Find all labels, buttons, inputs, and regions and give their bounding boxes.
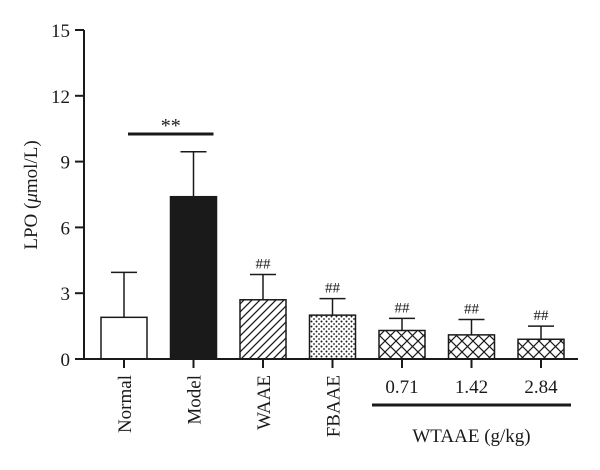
bar-normal	[100, 316, 148, 360]
y-tick-label: 9	[61, 153, 71, 174]
y-axis-label-prefix: LPO (	[21, 203, 42, 250]
group-label: WTAAE (g/kg)	[412, 426, 530, 447]
significance-hash: ##	[325, 281, 341, 297]
x-tick-label: Normal	[115, 375, 136, 433]
significance-marker: **	[128, 115, 214, 137]
dose-label: 1.42	[455, 377, 488, 398]
y-tick-label: 0	[61, 350, 71, 371]
significance-hash: ##	[464, 302, 480, 318]
significance-hash: ##	[395, 300, 411, 316]
significance-hash: ##	[534, 308, 550, 324]
significance-label: **	[161, 115, 181, 137]
dose-label: 0.71	[385, 377, 418, 398]
annotations: ## ## ## ## ##	[256, 257, 550, 325]
bar-waae	[239, 299, 287, 360]
y-axis-label-mu: μ	[21, 193, 42, 204]
bars	[100, 150, 565, 360]
y-tick-label: 3	[61, 284, 71, 305]
y-axis-label: LPO (μmol/L)	[21, 140, 42, 249]
bar-0-71	[378, 329, 426, 360]
bar-model	[169, 195, 218, 360]
y-tick-label: 15	[51, 21, 70, 42]
y-axis: 0 3 6 9 12 15	[51, 21, 85, 371]
bar-1-42	[447, 334, 496, 360]
x-tick-label: WAAE	[254, 375, 275, 430]
bar-fbaae	[308, 314, 357, 360]
x-axis: Normal Model WAAE FBAAE 0.71 1.42 2.84	[84, 358, 578, 437]
dose-label: 2.84	[524, 377, 558, 398]
y-tick-label: 12	[51, 87, 70, 108]
x-tick-label: Model	[185, 375, 206, 425]
x-tick-label: FBAAE	[324, 375, 345, 437]
significance-hash: ##	[256, 257, 272, 273]
y-axis-label-suffix: mol/L)	[21, 140, 42, 193]
wtaae-group: WTAAE (g/kg)	[372, 403, 571, 447]
bar-2-84	[517, 338, 565, 360]
y-tick-label: 6	[61, 218, 71, 239]
